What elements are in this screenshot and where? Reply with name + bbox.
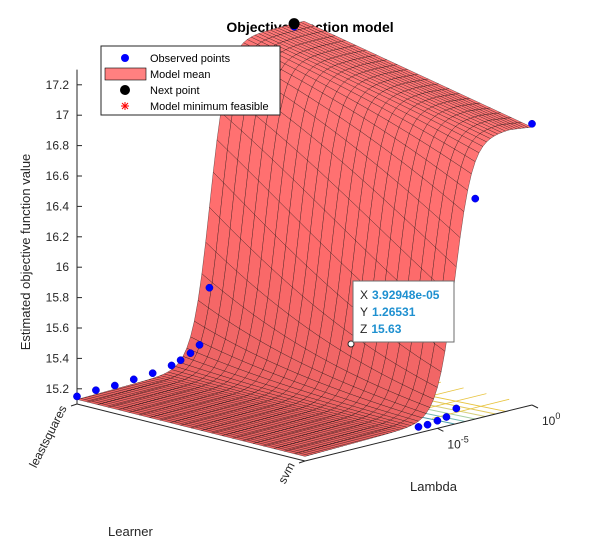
observed-point[interactable] — [205, 283, 214, 292]
observed-point[interactable] — [73, 392, 81, 401]
observed-point[interactable] — [110, 381, 119, 390]
datatip-box — [352, 280, 455, 343]
legend-box — [100, 45, 281, 116]
z-tick-label: 16 — [56, 260, 70, 274]
z-tick-label: 15.2 — [46, 382, 70, 396]
lambda-axis: 10-5 100 — [304, 404, 560, 462]
legend-label: Model minimum feasible — [150, 101, 269, 113]
observed-point[interactable] — [92, 386, 100, 395]
x-axis-line — [304, 404, 533, 462]
x-tick-label: 100 — [542, 411, 560, 428]
datatip[interactable]: X 3.92948e-05 Y 1.26531 Z 15.63 — [347, 280, 455, 348]
z-tick-label: 15.4 — [46, 351, 70, 365]
y-tick-label: leastsquares — [26, 403, 69, 470]
z-tick-label: 16.6 — [46, 169, 70, 183]
observed-point[interactable] — [528, 119, 536, 128]
legend[interactable]: Observed points Model mean Next point Model… — [100, 45, 281, 116]
svg-text:Y1.26531: Y 1.26531 — [360, 305, 416, 319]
datatip-y-value: 1.26531 — [372, 305, 416, 319]
legend-label: Model mean — [150, 69, 211, 81]
observed-point[interactable] — [148, 369, 157, 378]
datatip-x-label: X — [360, 288, 368, 302]
y-tick-mark — [70, 403, 78, 407]
legend-marker — [121, 54, 129, 62]
legend-marker — [120, 85, 130, 95]
svg-text:X3.92948e-05: X 3.92948e-05 — [360, 288, 440, 302]
x-tick-mark — [437, 427, 444, 432]
x-tick-label: 10-5 — [447, 434, 468, 451]
legend-label: Observed points — [150, 53, 231, 65]
observed-point[interactable] — [167, 361, 176, 370]
y-tick-label: svm — [275, 460, 297, 486]
legend-marker — [104, 67, 147, 81]
observed-point[interactable] — [442, 413, 451, 421]
z-tick-label: 15.8 — [46, 291, 70, 305]
observed-point[interactable] — [414, 423, 423, 431]
observed-point[interactable] — [433, 416, 442, 425]
datatip-x-value: 3.92948e-05 — [372, 288, 440, 302]
observed-point[interactable] — [129, 375, 138, 384]
legend-marker — [121, 102, 129, 110]
observed-point[interactable] — [186, 349, 195, 358]
z-tick-label: 16.4 — [46, 199, 70, 213]
observed-point[interactable] — [471, 194, 480, 203]
next-point-group[interactable] — [288, 18, 300, 30]
observed-point[interactable] — [423, 420, 432, 429]
datatip-z-value: 15.63 — [371, 322, 401, 336]
observed-point[interactable] — [452, 404, 461, 413]
datatip-y-label: Y — [360, 305, 368, 319]
svg-text:Z15.63: Z 15.63 — [360, 322, 402, 336]
y-tick-mark — [298, 460, 306, 464]
z-axis-label: Estimated objective function value — [18, 154, 33, 351]
y-axis-line — [76, 403, 306, 462]
x-axis-label: Lambda — [410, 479, 458, 494]
next-point[interactable] — [288, 18, 300, 30]
datatip-z-label: Z — [360, 322, 367, 336]
surface-patch — [293, 452, 310, 457]
observed-point[interactable] — [176, 356, 185, 365]
z-tick-label: 16.2 — [46, 230, 70, 244]
z-axis: 15.2 15.4 15.6 15.8 16 16.2 16.4 16.6 16.8 17 17.2 — [46, 69, 82, 404]
z-tick-label: 17.2 — [46, 78, 70, 92]
z-tick-label: 16.8 — [46, 139, 70, 153]
observed-point[interactable] — [195, 341, 204, 349]
z-tick-label: 15.6 — [46, 321, 70, 335]
y-axis-label: Learner — [108, 524, 153, 539]
z-tick-label: 17 — [56, 108, 70, 122]
legend-label: Next point — [150, 85, 200, 97]
x-tick-mark — [531, 404, 539, 409]
